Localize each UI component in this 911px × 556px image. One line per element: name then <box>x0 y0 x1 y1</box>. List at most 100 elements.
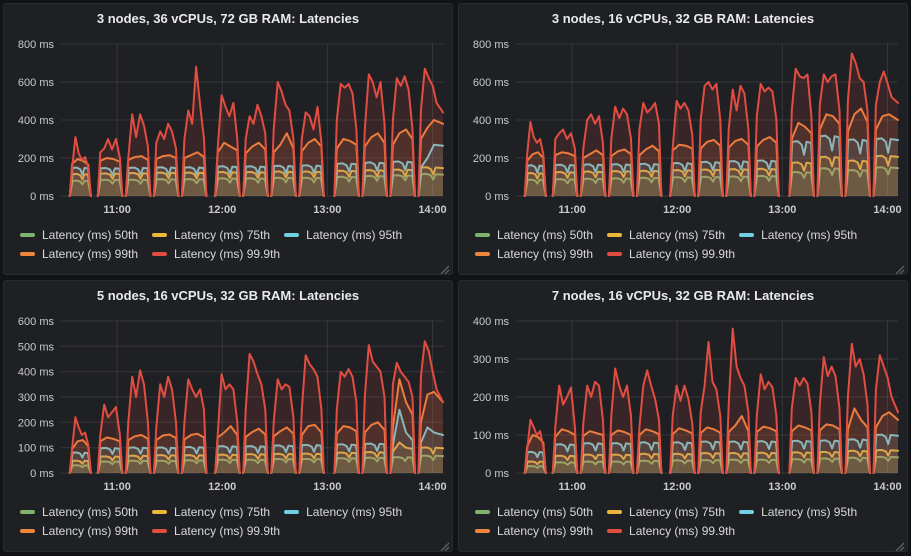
legend-item[interactable]: Latency (ms) 75th <box>152 225 270 244</box>
legend-item[interactable]: Latency (ms) 99.9th <box>152 521 280 540</box>
series-line <box>96 446 124 474</box>
legend-series-label: Latency (ms) 50th <box>42 227 139 242</box>
panel-title[interactable]: 7 nodes, 16 vCPUs, 32 GB RAM: Latencies <box>551 288 815 303</box>
series-fill <box>299 106 324 196</box>
series-fill <box>362 170 387 196</box>
series-fill <box>552 129 578 196</box>
panel-5-nodes-16-vcpus: 5 nodes, 16 vCPUs, 32 GB RAM: Latencies … <box>3 280 453 552</box>
series-fill <box>153 455 179 473</box>
series-line <box>551 163 579 197</box>
series-fill <box>334 458 359 473</box>
legend-item[interactable]: Latency (ms) 50th <box>20 502 138 521</box>
series-line <box>180 459 208 474</box>
chart-canvas: 0 ms 200 ms 400 ms 600 ms 800 ms 11:00 12:00 13… <box>18 39 447 216</box>
series-fill <box>817 451 842 473</box>
y-axis-tick-label: 200 ms <box>18 153 55 165</box>
series-line <box>96 455 124 474</box>
y-axis-tick-label: 600 ms <box>473 77 510 89</box>
legend-series-swatch <box>152 232 168 237</box>
legend-item[interactable]: Latency (ms) 99th <box>20 521 138 540</box>
legend-item[interactable]: Latency (ms) 99.9th <box>152 244 280 263</box>
series-line <box>669 169 696 197</box>
series-fill <box>299 424 324 473</box>
latency-chart[interactable]: 0 ms 100 ms 200 ms 300 ms 400 ms 11:00 12:00 13… <box>459 309 907 499</box>
legend-item[interactable]: Latency (ms) 95th <box>739 502 857 521</box>
legend-series-swatch <box>475 232 490 237</box>
legend-item[interactable]: Latency (ms) 95th <box>284 502 402 521</box>
series-fill <box>789 172 814 196</box>
series-line <box>607 170 635 197</box>
series-fill <box>418 173 443 196</box>
x-axis-tick-label: 13:00 <box>313 204 341 216</box>
y-axis-tick-label: 0 ms <box>30 468 54 480</box>
legend-item[interactable]: Latency (ms) 99th <box>475 244 593 263</box>
latency-chart[interactable]: 0 ms 200 ms 400 ms 600 ms 800 ms 11:00 12:00 13… <box>4 32 452 222</box>
series-fill <box>670 177 695 196</box>
latency-chart[interactable]: 0 ms 100 ms 200 ms 300 ms 400 ms 500 ms 600 ms… <box>4 309 452 499</box>
panel-resize-handle-icon[interactable] <box>439 539 450 551</box>
legend-item[interactable]: Latency (ms) 99th <box>475 521 593 540</box>
series-fill <box>362 175 387 196</box>
series-fill <box>125 173 151 196</box>
legend-item[interactable]: Latency (ms) 75th <box>607 225 725 244</box>
series-fill <box>271 82 296 196</box>
panel-resize-handle-icon[interactable] <box>439 262 450 274</box>
legend-item[interactable]: Latency (ms) 50th <box>475 225 593 244</box>
panel-title[interactable]: 5 nodes, 16 vCPUs, 32 GB RAM: Latencies <box>96 288 360 303</box>
series-fill <box>97 179 123 196</box>
series-line <box>68 459 92 474</box>
series-fill <box>726 139 751 196</box>
y-axis-tick-label: 0 ms <box>30 191 54 203</box>
series-fill <box>670 428 695 473</box>
series-fill <box>698 427 723 473</box>
panel-3-nodes-16-vcpus: 3 nodes, 16 vCPUs, 32 GB RAM: Latencies … <box>458 3 908 275</box>
series-line <box>270 444 297 474</box>
legend-item[interactable]: Latency (ms) 99th <box>20 244 138 263</box>
series-line <box>607 367 635 474</box>
legend-item[interactable]: Latency (ms) 99.9th <box>607 521 735 540</box>
series-fill <box>789 141 814 196</box>
series-fill <box>299 355 324 473</box>
series-line <box>523 178 547 197</box>
series-fill <box>698 82 723 196</box>
series-fill <box>390 457 415 473</box>
legend-item[interactable]: Latency (ms) 99.9th <box>607 244 735 263</box>
series-line <box>697 168 724 197</box>
series-fill <box>726 453 751 473</box>
series-fill <box>873 450 898 473</box>
series-fill <box>580 150 606 196</box>
series-line <box>816 439 843 474</box>
series-fill <box>636 163 662 196</box>
legend-item[interactable]: Latency (ms) 50th <box>20 225 138 244</box>
legend-series-swatch <box>475 528 490 533</box>
series-line <box>579 460 607 474</box>
series-fill <box>670 101 695 196</box>
legend-item[interactable]: Latency (ms) 50th <box>475 502 593 521</box>
panel-title[interactable]: 3 nodes, 16 vCPUs, 32 GB RAM: Latencies <box>551 11 815 26</box>
series-line <box>607 177 635 197</box>
series-line <box>844 159 871 197</box>
panel-resize-handle-icon[interactable] <box>894 539 905 551</box>
series-line <box>96 178 124 197</box>
series-line <box>214 453 241 474</box>
series-fill <box>524 419 546 473</box>
panel-title[interactable]: 3 nodes, 36 vCPUs, 72 GB RAM: Latencies <box>96 11 360 26</box>
legend-series-label: Latency (ms) 99th <box>497 246 594 261</box>
legend-item[interactable]: Latency (ms) 75th <box>607 502 725 521</box>
latency-chart[interactable]: 0 ms 200 ms 400 ms 600 ms 800 ms 11:00 12:00 13… <box>459 32 907 222</box>
legend-item[interactable]: Latency (ms) 75th <box>152 502 270 521</box>
series-line <box>579 113 607 197</box>
series-fill <box>726 328 751 473</box>
series-fill <box>362 452 387 473</box>
legend-item[interactable]: Latency (ms) 95th <box>739 225 857 244</box>
series-fill <box>153 434 179 473</box>
y-axis-tick-label: 300 ms <box>473 354 510 366</box>
series-line <box>96 403 124 474</box>
series-line <box>298 354 325 474</box>
legend-item[interactable]: Latency (ms) 95th <box>284 225 402 244</box>
legend-series-swatch <box>20 528 35 533</box>
panel-resize-handle-icon[interactable] <box>894 262 905 274</box>
series-line <box>725 175 752 197</box>
series-line <box>417 67 444 197</box>
series-line <box>361 169 388 197</box>
